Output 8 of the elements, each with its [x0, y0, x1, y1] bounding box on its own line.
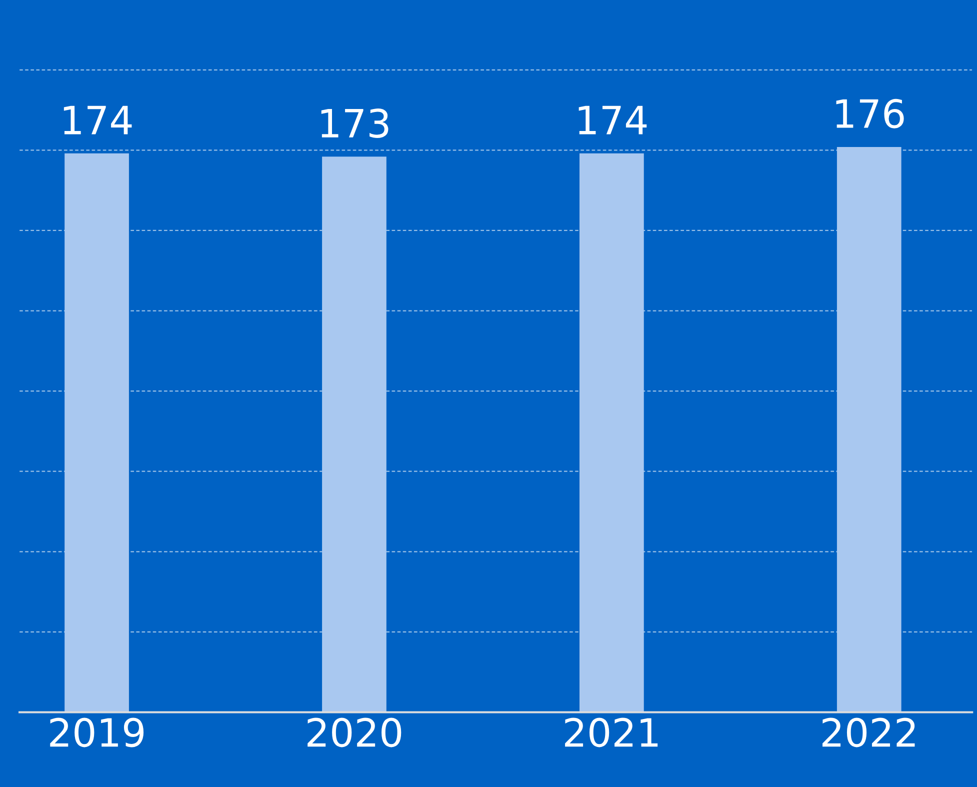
data-label: 173	[321, 108, 388, 138]
x-tick-label: 2019	[50, 718, 144, 748]
data-label: 176	[836, 98, 904, 128]
x-tick-label: 2020	[308, 718, 402, 748]
x-tick-label: 2022	[822, 718, 915, 748]
data-label: 174	[64, 106, 132, 134]
data-label: 174	[578, 106, 647, 134]
x-tick-label: 2021	[565, 718, 658, 748]
